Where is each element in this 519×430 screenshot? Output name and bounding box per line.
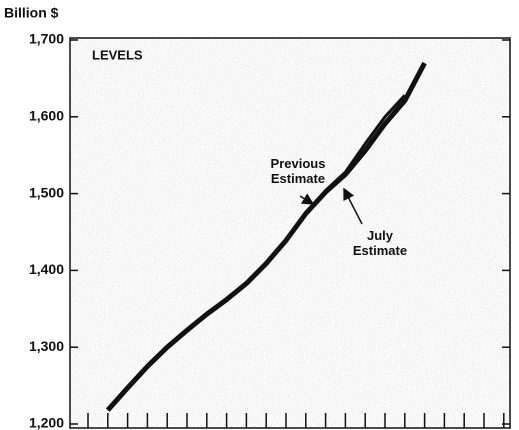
series-label: July Estimate — [352, 228, 408, 258]
y-tick-label: 1,300 — [29, 338, 64, 354]
series-line — [106, 94, 406, 412]
subtitle: LEVELS — [92, 47, 143, 62]
arrow — [299, 193, 315, 205]
y-axis-label: Billion $ — [4, 5, 59, 21]
y-tick-label: 1,700 — [29, 31, 64, 47]
y-tick-label: 1,200 — [29, 415, 64, 430]
y-tick-label: 1,600 — [29, 108, 64, 124]
arrow — [343, 187, 363, 225]
y-tick-label: 1,500 — [29, 184, 64, 200]
series-label: Previous Estimate — [270, 156, 326, 186]
y-tick-label: 1,400 — [29, 261, 64, 277]
plot-frame — [69, 37, 511, 429]
